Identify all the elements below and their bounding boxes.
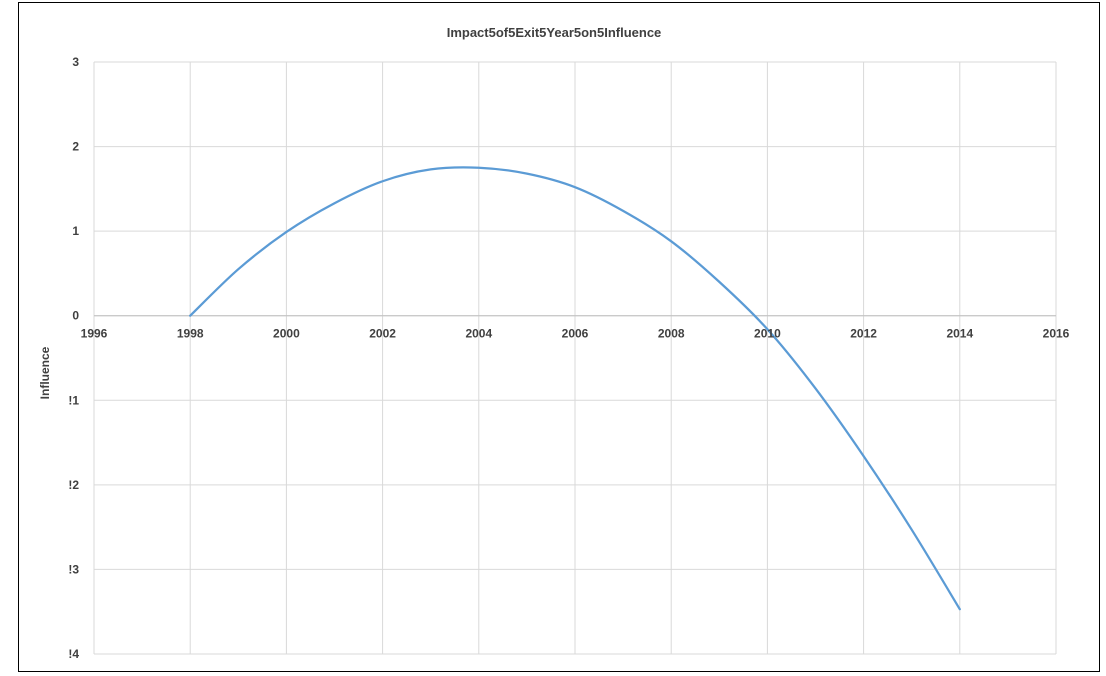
x-tick-label: 2008 <box>658 327 685 341</box>
grid <box>93 61 1057 655</box>
x-tick-label: 2002 <box>369 327 396 341</box>
x-tick-label: 2000 <box>273 327 300 341</box>
y-tick-label: !2 <box>68 478 79 492</box>
series <box>189 166 961 611</box>
y-tick-label: 1 <box>72 224 79 238</box>
y-tick-label: 2 <box>72 140 79 154</box>
y-tick-label: !4 <box>68 647 79 661</box>
series-line <box>189 166 961 611</box>
y-axis-label: Influence <box>38 346 52 399</box>
x-tick-label: 2006 <box>562 327 589 341</box>
y-tick-label: 3 <box>72 55 79 69</box>
x-tick-label: 2016 <box>1043 327 1070 341</box>
y-tick-label: !1 <box>68 393 79 407</box>
y-tick-label: 0 <box>72 309 79 323</box>
x-tick-label: 2004 <box>465 327 492 341</box>
chart-frame: Impact5of5Exit5Year5on5Influence 1996 199… <box>18 2 1100 672</box>
x-tick-label: 2012 <box>850 327 877 341</box>
chart-title: Impact5of5Exit5Year5on5Influence <box>447 25 662 40</box>
x-tick-label: 2014 <box>946 327 973 341</box>
tick-labels: 1996 1998 2000 2002 2004 2006 2008 2010 2012 2014… <box>68 55 1069 661</box>
x-tick-label: 1996 <box>81 327 108 341</box>
y-tick-label: !3 <box>68 562 79 576</box>
chart-svg: Impact5of5Exit5Year5on5Influence 1996 199… <box>38 25 1070 661</box>
x-tick-label: 1998 <box>177 327 204 341</box>
x-tick-label: 2010 <box>754 327 781 341</box>
